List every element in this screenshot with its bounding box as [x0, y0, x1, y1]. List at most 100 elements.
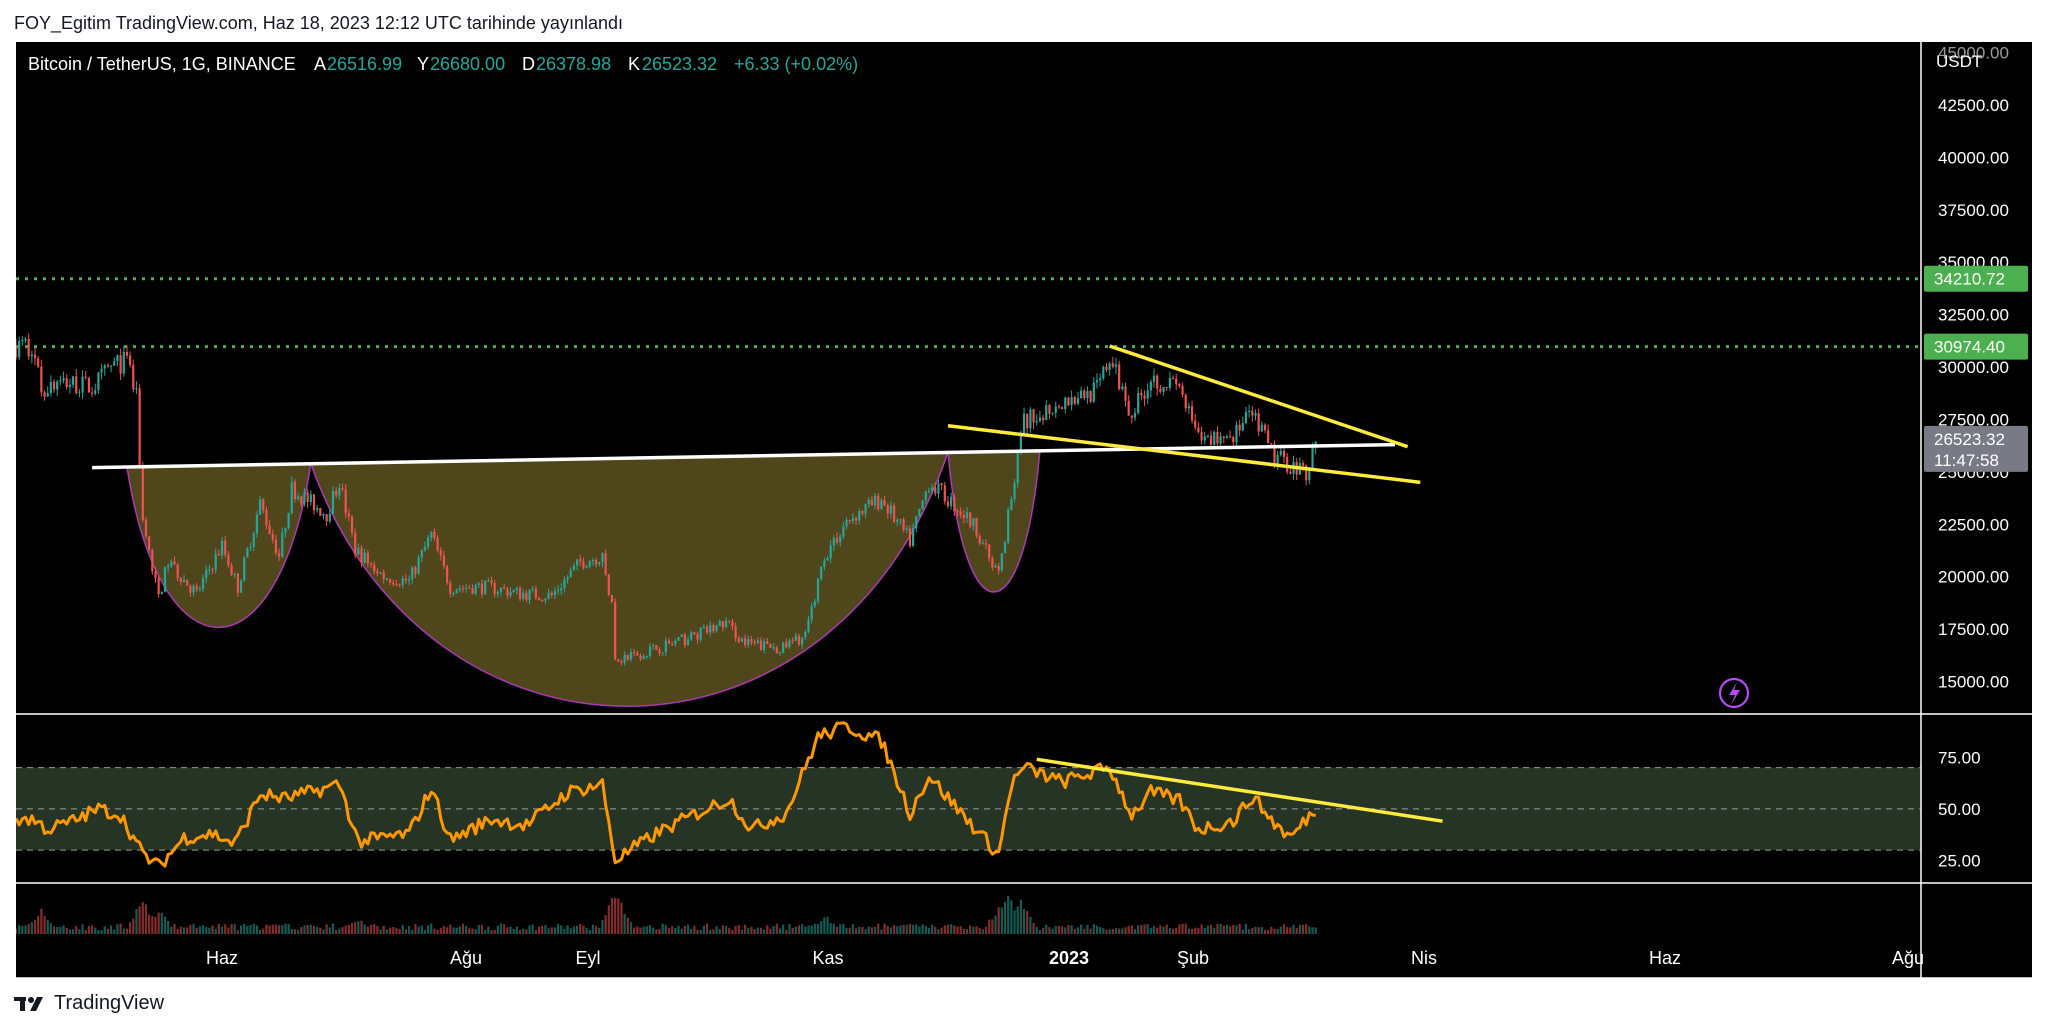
volume-bar	[65, 927, 68, 934]
candle	[465, 583, 468, 593]
candle-body	[281, 532, 284, 557]
candle-body	[1305, 465, 1308, 481]
candle-body	[858, 510, 861, 521]
volume-bar	[721, 925, 725, 934]
candle-body	[810, 606, 813, 620]
candle-body	[1143, 395, 1146, 399]
candle	[65, 374, 68, 390]
price-tick-label: 40000.00	[1938, 148, 2009, 167]
candle-body	[1276, 454, 1279, 465]
candle-body	[1095, 380, 1099, 383]
volume-bar	[43, 915, 46, 934]
candle-body	[918, 508, 921, 517]
candle-body	[614, 602, 617, 660]
candle-body	[522, 593, 525, 599]
candle	[807, 615, 810, 634]
volume-bar	[1200, 924, 1203, 934]
volume-bar	[797, 925, 801, 934]
candle-body	[182, 579, 186, 583]
candle-body	[1140, 392, 1143, 396]
candle-body	[255, 514, 259, 534]
volume-bar	[766, 925, 769, 934]
candle	[1197, 422, 1200, 434]
volume-bar	[1067, 925, 1070, 934]
candle-body	[572, 565, 576, 571]
volume-bar	[896, 926, 899, 934]
candle-body	[705, 626, 709, 633]
candle-body	[867, 499, 870, 505]
volume-pane	[16, 895, 1317, 934]
candle-body	[1311, 447, 1314, 469]
volume-bar	[1222, 925, 1225, 934]
candle	[135, 381, 138, 394]
candle-body	[1045, 405, 1048, 420]
candle-body	[1064, 397, 1067, 410]
volume-bar	[284, 923, 287, 934]
volume-bar	[455, 927, 458, 934]
candle-body	[78, 392, 81, 394]
candle-body	[731, 621, 734, 627]
candle	[674, 638, 677, 647]
volume-bar	[1080, 924, 1083, 934]
candle	[921, 500, 924, 510]
alert-icon[interactable]	[1718, 677, 1750, 709]
candle-body	[84, 376, 87, 378]
candle	[1099, 373, 1102, 387]
volume-bar	[680, 928, 683, 934]
volume-bar	[950, 924, 953, 934]
candle-body	[880, 500, 883, 509]
candle-body	[575, 559, 579, 566]
candle	[534, 585, 537, 600]
candle	[1076, 392, 1080, 406]
candle	[823, 557, 826, 571]
volume-bar	[788, 924, 791, 934]
candle	[629, 648, 633, 662]
volume-bar	[924, 925, 927, 934]
volume-bar	[179, 926, 182, 934]
tradingview-brand[interactable]: TradingView	[14, 992, 164, 1015]
candle-body	[1130, 415, 1133, 418]
candle	[541, 598, 544, 603]
candle-body	[1102, 366, 1105, 379]
volume-bar	[62, 925, 65, 934]
candle-body	[1035, 420, 1038, 423]
candle-body	[709, 625, 712, 633]
volume-bar	[1095, 925, 1099, 934]
volume-bar	[1162, 926, 1165, 934]
candle	[1095, 373, 1099, 389]
volume-bar	[382, 925, 385, 934]
candle	[170, 559, 173, 569]
candle-body	[496, 592, 499, 594]
candle	[255, 511, 259, 538]
candle-body	[322, 514, 325, 516]
candle-body	[106, 365, 110, 367]
volume-bar	[211, 925, 214, 934]
candle-body	[854, 518, 858, 521]
volume-bar	[1244, 923, 1248, 934]
volume-bar	[420, 925, 423, 934]
candle-body	[122, 351, 125, 374]
volume-bar	[252, 923, 255, 934]
volume-bar	[658, 928, 661, 934]
candle	[861, 510, 864, 516]
volume-bar	[1213, 928, 1216, 934]
candle-body	[1241, 422, 1244, 431]
volume-bar	[1289, 927, 1292, 934]
candle	[648, 642, 652, 659]
candle	[702, 624, 705, 630]
volume-bar	[870, 927, 873, 934]
volume-bar	[1054, 925, 1057, 934]
volume-bar	[350, 923, 354, 934]
volume-bar	[262, 928, 265, 934]
volume-bar	[335, 929, 338, 934]
volume-bar	[965, 928, 969, 934]
volume-bar	[1165, 924, 1168, 934]
volume-bar	[1051, 928, 1054, 934]
candle	[411, 565, 414, 585]
candle-body	[873, 495, 877, 506]
candle	[350, 514, 354, 537]
candle	[217, 549, 220, 556]
candle-body	[1013, 483, 1016, 499]
